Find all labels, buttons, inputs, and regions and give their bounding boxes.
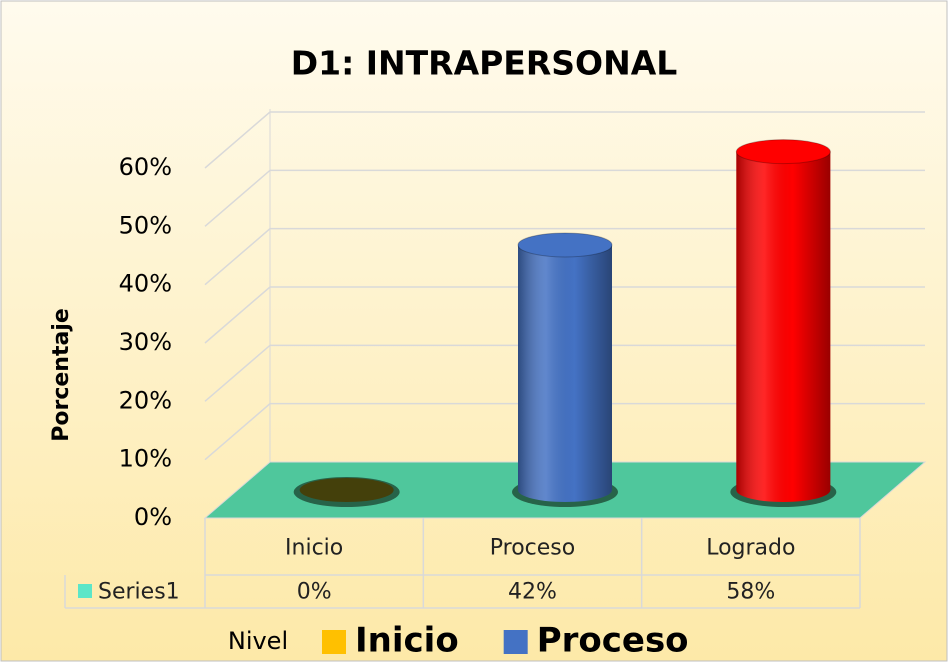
y-tick-label: 20% [119, 386, 172, 414]
series-name: Series1 [98, 580, 180, 605]
grid-line [204, 169, 925, 227]
chart-title: D1: INTRAPERSONAL [291, 44, 678, 83]
bar-shade [736, 151, 831, 503]
bar [299, 478, 394, 502]
legend-swatch [503, 630, 528, 654]
legend-swatch [322, 630, 346, 654]
bar-top [735, 139, 831, 165]
grid-line [204, 111, 925, 169]
y-tick-label: 0% [134, 503, 172, 531]
x-tick-label: Inicio [285, 536, 343, 561]
y-tick-label: 40% [119, 270, 172, 298]
y-tick-label: 60% [119, 153, 172, 181]
grid-line [204, 286, 925, 344]
data-label: 42% [508, 580, 557, 605]
x-axis-label: Nivel [228, 627, 288, 655]
y-tick-label: 10% [119, 445, 172, 473]
x-tick-label: Logrado [706, 536, 795, 561]
y-tick-label: 50% [119, 211, 172, 239]
data-label: 58% [726, 580, 775, 605]
y-axis-label: Porcentaje [49, 308, 74, 442]
grid-line [204, 402, 925, 461]
data-label: 0% [297, 580, 332, 605]
series-key [78, 584, 92, 598]
grid-line [204, 344, 925, 402]
legend-label: Inicio [355, 621, 459, 661]
grid-line [204, 227, 925, 286]
bar-top [517, 232, 613, 258]
legend-label: Proceso [537, 621, 689, 661]
y-tick-label: 30% [119, 328, 172, 356]
bar-shade [518, 245, 612, 502]
x-tick-label: Proceso [490, 536, 575, 561]
